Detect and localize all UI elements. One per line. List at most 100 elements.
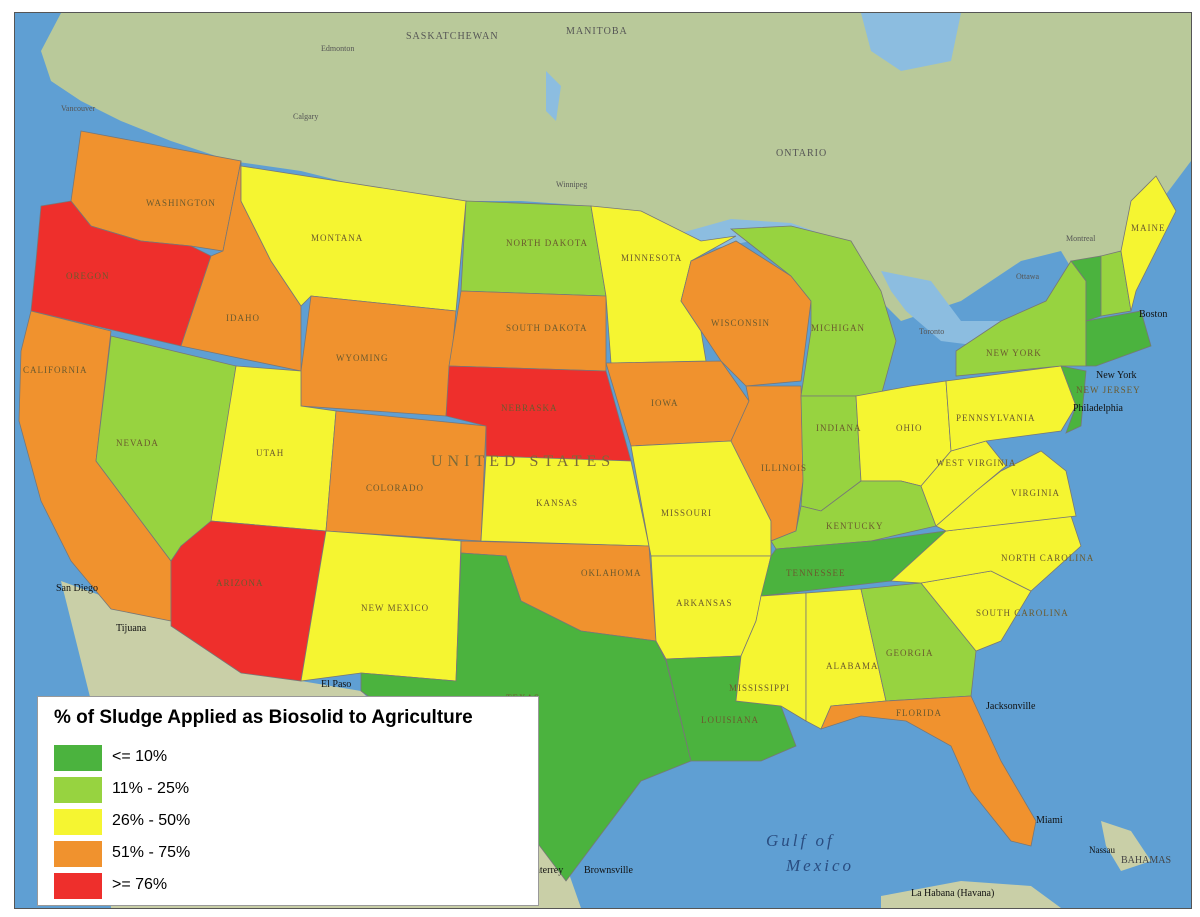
label-bahamas-country: BAHAMAS [1121, 855, 1171, 866]
legend-item: >= 76% [54, 873, 524, 903]
state-label-iowa: IOWA [651, 398, 679, 408]
state-label-mississippi: MISSISSIPPI [729, 683, 790, 693]
label-tijuana: Tijuana [116, 623, 147, 634]
legend-swatch [54, 777, 102, 803]
label-saskatchewan: SASKATCHEWAN [406, 31, 499, 42]
state-label-arkansas: ARKANSAS [676, 598, 733, 608]
legend-swatch [54, 873, 102, 899]
state-label-idaho: IDAHO [226, 313, 260, 323]
state-north-dakota [460, 200, 607, 297]
state-label-west-virginia: WEST VIRGINIA [936, 458, 1016, 468]
state-vermont [1070, 255, 1102, 322]
state-label-michigan: MICHIGAN [811, 323, 865, 333]
state-label-alabama: ALABAMA [826, 661, 879, 671]
label-winnipeg: Winnipeg [556, 180, 587, 189]
state-label-ohio: OHIO [896, 423, 923, 433]
state-label-north-carolina: NORTH CAROLINA [1001, 553, 1094, 563]
state-florida [820, 695, 1037, 847]
state-label-washington: WASHINGTON [146, 198, 216, 208]
legend-label: 11% - 25% [112, 780, 190, 797]
state-label-new-mexico: NEW MEXICO [361, 603, 429, 613]
map-frame: SASKATCHEWAN MANITOBA ONTARIO Edmonton C… [14, 12, 1192, 909]
cuba [881, 881, 1061, 908]
legend-label: 26% - 50% [112, 812, 191, 829]
legend-swatch [54, 841, 102, 867]
state-label-tennessee: TENNESSEE [786, 568, 846, 578]
state-label-south-dakota: SOUTH DAKOTA [506, 323, 588, 333]
state-oregon [30, 200, 212, 347]
state-label-south-carolina: SOUTH CAROLINA [976, 608, 1069, 618]
label-el-paso: El Paso [321, 679, 351, 690]
label-boston: Boston [1139, 309, 1167, 320]
label-gulf-of: Gulf of [766, 831, 835, 850]
label-manitoba: MANITOBA [566, 26, 628, 37]
state-label-kansas: KANSAS [536, 498, 578, 508]
label-new-york-city: New York [1096, 370, 1137, 381]
state-label-colorado: COLORADO [366, 483, 424, 493]
state-georgia [860, 582, 977, 702]
canada-lake-2 [546, 71, 561, 121]
state-label-nebraska: NEBRASKA [501, 403, 558, 413]
state-wyoming [300, 295, 457, 417]
state-label-louisiana: LOUISIANA [701, 715, 759, 725]
legend-item: 11% - 25% [54, 777, 524, 807]
label-united-states: UNITED STATES [431, 453, 615, 470]
label-havana: La Habana (Havana) [911, 888, 994, 899]
state-new-england-south [1085, 310, 1152, 367]
label-edmonton: Edmonton [321, 44, 354, 53]
state-label-nevada: NEVADA [116, 438, 159, 448]
label-nassau: Nassau [1089, 845, 1115, 855]
state-label-minnesota: MINNESOTA [621, 253, 682, 263]
state-label-virginia: VIRGINIA [1011, 488, 1060, 498]
label-vancouver: Vancouver [61, 104, 96, 113]
state-label-wyoming: WYOMING [336, 353, 389, 363]
legend-swatch [54, 745, 102, 771]
label-san-diego: San Diego [56, 583, 98, 594]
legend-label: >= 76% [112, 876, 168, 893]
state-label-california: CALIFORNIA [23, 365, 88, 375]
state-label-wisconsin: WISCONSIN [711, 318, 770, 328]
label-miami: Miami [1036, 815, 1063, 826]
state-label-oklahoma: OKLAHOMA [581, 568, 642, 578]
state-label-florida: FLORIDA [896, 708, 942, 718]
state-maine [1120, 175, 1177, 312]
legend-title: % of Sludge Applied as Biosolid to Agric… [54, 707, 473, 728]
legend: % of Sludge Applied as Biosolid to Agric… [37, 696, 539, 906]
state-label-new-york: NEW YORK [986, 348, 1042, 358]
state-label-montana: MONTANA [311, 233, 363, 243]
state-new-jersey [1060, 365, 1087, 434]
legend-item: 51% - 75% [54, 841, 524, 871]
map-labels: SASKATCHEWAN MANITOBA ONTARIO Edmonton C… [56, 26, 1171, 899]
label-brownsville: Brownsville [584, 865, 633, 876]
legend-label: 51% - 75% [112, 844, 191, 861]
legend-item: <= 10% [54, 745, 524, 775]
state-label-utah: UTAH [256, 448, 284, 458]
state-label-new-jersey: NEW JERSEY [1076, 385, 1141, 395]
legend-swatch [54, 809, 102, 835]
label-mexico-water: Mexico [785, 856, 854, 875]
state-montana [240, 165, 467, 312]
state-label-kentucky: KENTUCKY [826, 521, 884, 531]
legend-item: 26% - 50% [54, 809, 524, 839]
label-ontario: ONTARIO [776, 148, 827, 159]
state-wisconsin [680, 240, 812, 387]
label-jacksonville: Jacksonville [986, 701, 1036, 712]
state-label-missouri: MISSOURI [661, 508, 712, 518]
label-philadelphia: Philadelphia [1073, 403, 1124, 414]
states [18, 130, 1177, 882]
state-label-pennsylvania: PENNSYLVANIA [956, 413, 1036, 423]
label-montreal: Montreal [1066, 234, 1096, 243]
label-ottawa: Ottawa [1016, 272, 1040, 281]
state-label-arizona: ARIZONA [216, 578, 264, 588]
bahamas [1101, 821, 1151, 871]
label-monterrey: Monterrey [521, 865, 563, 876]
canada-land [41, 13, 1191, 321]
state-label-illinois: ILLINOIS [761, 463, 807, 473]
label-toronto: Toronto [919, 327, 944, 336]
state-label-indiana: INDIANA [816, 423, 862, 433]
state-label-maine: MAINE [1131, 223, 1166, 233]
state-label-north-dakota: NORTH DAKOTA [506, 238, 588, 248]
legend-label: <= 10% [112, 748, 168, 765]
label-calgary: Calgary [293, 112, 318, 121]
state-colorado [325, 410, 487, 542]
